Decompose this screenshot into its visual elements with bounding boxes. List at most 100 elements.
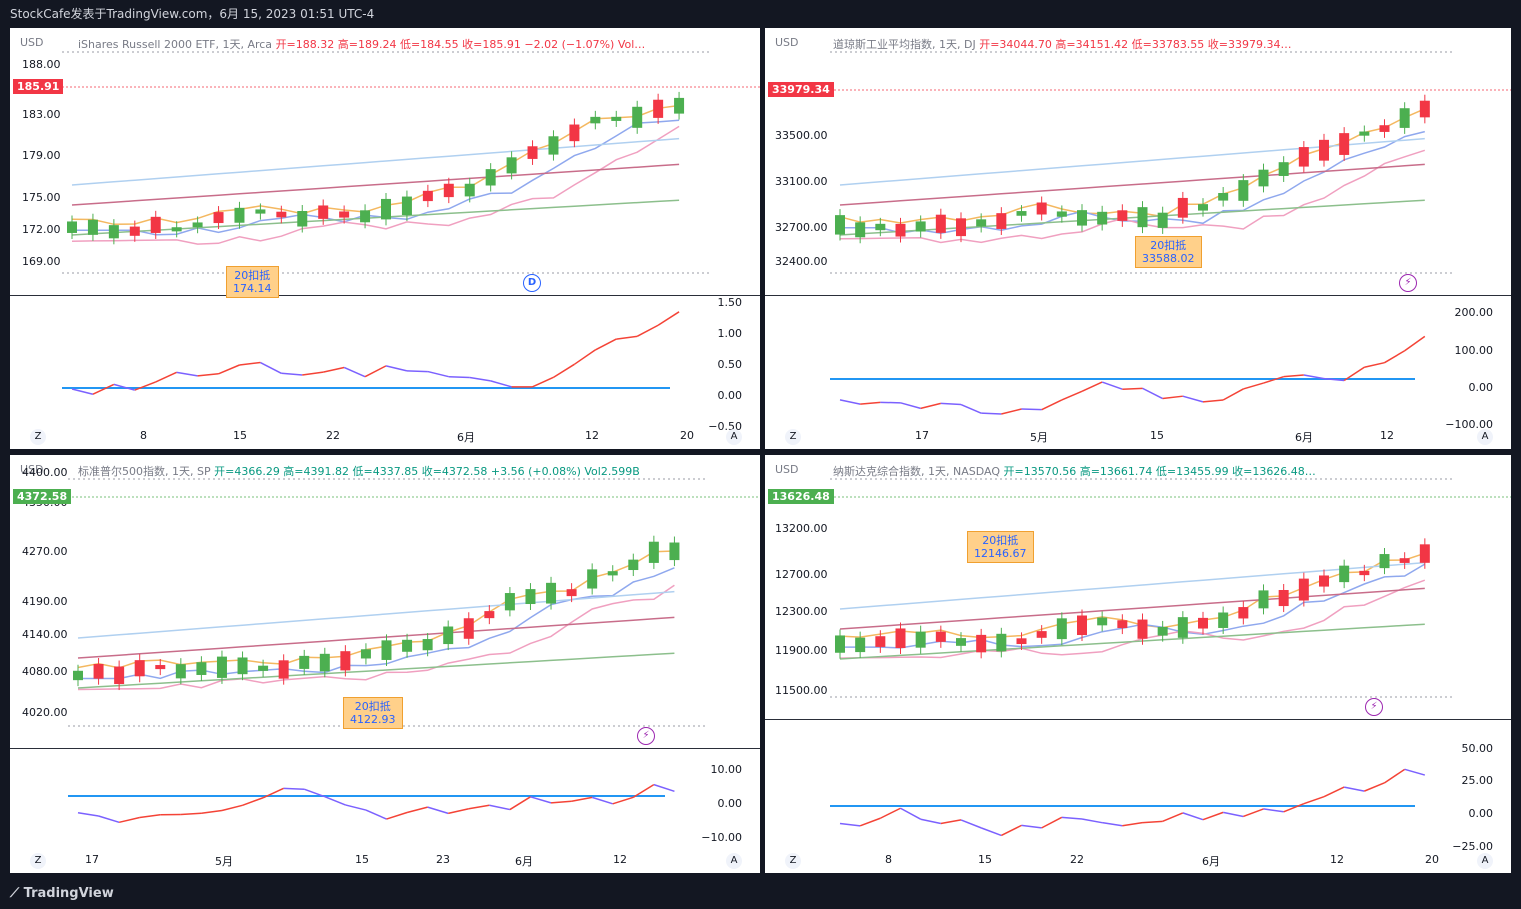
chart-canvas[interactable] [765,455,1511,873]
lightning-event-icon[interactable]: ⚡ [1399,274,1417,292]
candle [855,637,866,653]
oscillator-segment [594,338,617,351]
price-axis-label: 12300.00 [775,605,828,618]
candle [1339,565,1350,583]
oscillator-segment [1344,786,1365,792]
oscillator-segment [77,811,99,817]
indicator-axis-label: 0.00 [1468,381,1494,394]
moving-average-line [839,579,1426,659]
candle [339,211,350,218]
candle [895,223,906,237]
chart-canvas[interactable] [10,28,760,449]
footer-brand-label: TradingView [23,886,114,901]
lightning-event-icon[interactable]: ⚡ [1365,698,1383,716]
candle [1077,615,1087,636]
indicator-axis-label: 200.00 [1454,306,1494,319]
moving-average-line [839,561,1425,610]
candle [1319,139,1329,161]
zoom-reset-button[interactable]: Z [785,853,801,869]
lightning-event-icon[interactable]: ⚡ [637,727,655,745]
chart-panel-russell[interactable]: USD iShares Russell 2000 ETF, 1天, Arca 开=… [10,28,760,449]
tradingview-logo-icon: ⟋ [10,886,24,901]
oscillator-segment [1142,387,1164,400]
candle [381,198,391,220]
candle [1379,125,1390,132]
oscillator-segment [1243,382,1264,390]
candle [1016,638,1027,645]
oscillator-segment [616,335,638,340]
oscillator-segment [468,804,490,810]
oscillator-segment [632,783,655,798]
moving-average-line [839,587,1425,630]
oscillator-segment [260,361,282,374]
oscillator-segment [1202,399,1224,403]
currency-label: USD [20,36,44,49]
candle [875,636,886,647]
oscillator-segment [155,371,177,383]
moving-average-line [839,137,1425,186]
oscillator-segment [1061,390,1083,401]
pane-divider [10,748,760,749]
oscillator-segment [1021,408,1042,411]
auto-scale-button[interactable]: A [1477,853,1493,869]
candle [464,183,475,197]
ohlc-values: 开=4366.29 高=4391.82 低=4337.85 收=4372.58 … [214,465,640,478]
candle [855,222,866,238]
oscillator-segment [139,814,161,819]
chart-panel-dow[interactable]: USD 道琼斯工业平均指数, 1天, DJ 开=34044.70 高=34151.… [765,28,1511,449]
oscillator-segment [113,383,135,391]
chart-canvas[interactable] [10,455,760,873]
candle [1016,211,1027,216]
candle [1157,626,1168,636]
auto-scale-button[interactable]: A [1477,429,1493,445]
time-axis-label: 6月 [1295,431,1313,444]
candle [590,116,601,124]
oscillator-segment [1000,824,1022,837]
callout-label: 20扣抵 [1150,239,1187,252]
candle [1319,575,1329,587]
symbol-legend: 标准普尔500指数, 1天, SP 开=4366.29 高=4391.82 低=… [78,463,640,479]
candle [1218,612,1229,628]
candle [360,210,371,223]
oscillator-segment [1303,374,1325,380]
chart-panel-nasdaq[interactable]: USD 纳斯达克综合指数, 1天, NASDAQ 开=13570.56 高=136… [765,455,1511,873]
oscillator-segment [118,816,140,824]
candle [1056,618,1067,640]
oscillator-segment [980,827,1002,837]
indicator-axis-label: 0.50 [717,358,743,371]
oscillator-segment [1323,786,1345,798]
candle [93,663,104,679]
auto-scale-button[interactable]: A [726,429,742,445]
candle [443,183,454,198]
zoom-reset-button[interactable]: Z [30,429,46,445]
candle [237,657,248,675]
zoom-reset-button[interactable]: Z [785,429,801,445]
oscillator-segment [1323,377,1345,382]
indicator-axis-label: −100.00 [1445,418,1493,431]
oscillator-segment [134,381,157,391]
candle [669,542,680,561]
candle [234,207,245,223]
time-axis-label: 15 [1150,429,1164,442]
moving-average-line [71,199,680,236]
chart-panel-sp500[interactable]: USD 标准普尔500指数, 1天, SP 开=4366.29 高=4391.82… [10,455,760,873]
last-price-tag: 185.91 [13,79,64,94]
candle [401,196,412,216]
candle [155,665,166,670]
ohlc-values: 开=34044.70 高=34151.42 低=33783.55 收=33979… [979,38,1292,51]
oscillator-segment [1263,375,1284,384]
candle [1238,607,1249,619]
dividend-event-icon[interactable]: D [523,274,541,292]
time-axis-label: 22 [1070,853,1084,866]
oscillator-segment [900,402,921,410]
price-axis-label: 12700.00 [775,568,828,581]
chart-canvas[interactable] [765,28,1511,449]
oscillator-segment [1081,381,1103,392]
oscillator-segment [343,366,366,378]
zoom-reset-button[interactable]: Z [30,853,46,869]
auto-scale-button[interactable]: A [726,853,742,869]
candle [276,211,287,218]
candle [1298,578,1309,601]
candle [648,541,659,563]
candle [1419,544,1430,563]
